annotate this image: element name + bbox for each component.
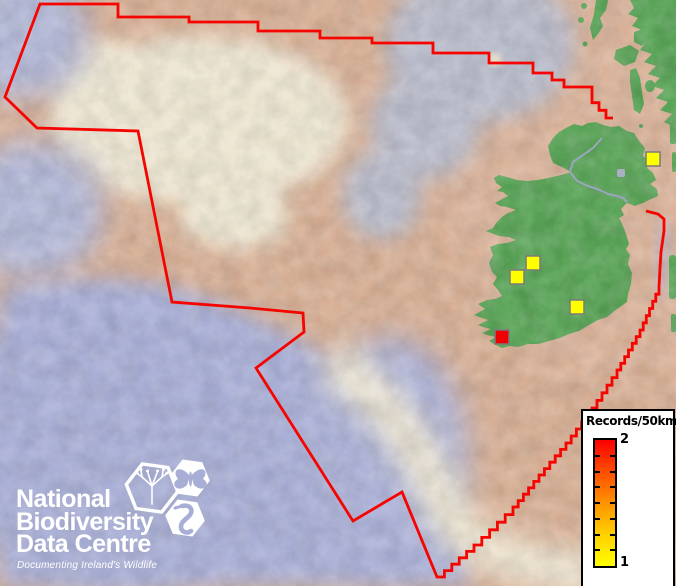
nbdc-logo: National Biodiversity Data Centre Docume… — [14, 458, 264, 583]
legend-tick — [595, 549, 600, 552]
legend-tick — [610, 549, 615, 552]
logo-hexagons — [124, 459, 210, 537]
record-square — [494, 329, 510, 345]
legend-tick — [595, 470, 600, 473]
legend-tick — [595, 486, 600, 489]
logo-line-1: National — [16, 485, 111, 513]
designated-area-boundary — [3, 2, 666, 579]
legend-panel: Records/50km 2 1 — [581, 409, 676, 586]
legend-tick — [595, 517, 600, 520]
legend-max-label: 2 — [620, 432, 630, 447]
legend-title: Records/50km — [586, 414, 676, 428]
logo-line-3: Data Centre — [16, 530, 151, 558]
legend-tick — [595, 502, 600, 504]
legend-tick — [610, 486, 615, 489]
lough-neagh — [617, 169, 625, 177]
legend-tick — [610, 454, 615, 457]
record-square — [645, 151, 661, 167]
plant-icon — [124, 462, 180, 514]
butterfly-icon — [170, 459, 210, 497]
seahorse-icon — [165, 499, 205, 537]
legend-tick — [610, 517, 615, 520]
legend-tick — [610, 502, 615, 504]
record-square — [569, 299, 585, 315]
legend-tick — [595, 533, 600, 536]
record-square — [525, 255, 541, 271]
logo-tagline: Documenting Ireland's Wildlife — [17, 560, 158, 571]
legend-min-label: 1 — [620, 555, 630, 570]
legend-tick — [610, 533, 615, 536]
record-squares-layer — [494, 151, 661, 345]
logo-line-2: Biodiversity — [16, 508, 154, 536]
legend-gradient-bar — [593, 438, 617, 568]
record-square — [509, 269, 525, 285]
legend-tick — [595, 454, 600, 457]
ni-border-line — [568, 137, 628, 203]
legend-tick — [610, 470, 615, 473]
